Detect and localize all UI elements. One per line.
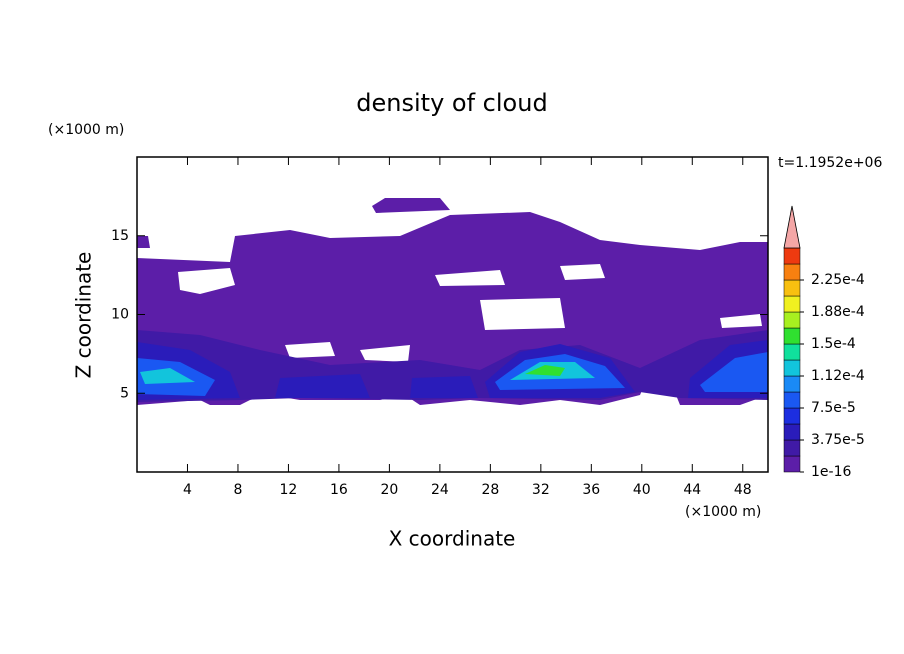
contour-region: [525, 365, 565, 376]
y-tick-label: 5: [120, 385, 129, 401]
colorbar-band: [783, 327, 801, 345]
contour-region: [372, 198, 450, 213]
x-tick-label: 20: [380, 482, 398, 498]
colorbar-band: [783, 439, 801, 457]
gap: [178, 264, 762, 362]
colorbar-band: [783, 311, 801, 329]
colorbar-band: [783, 407, 801, 425]
colorbar-band: [783, 279, 801, 297]
colorbar-band: [783, 391, 801, 409]
contour-region: [137, 352, 768, 396]
contour-region: [140, 362, 595, 384]
colorbar-label: 3.75e-5: [811, 432, 865, 448]
x-tick-label: 44: [683, 482, 701, 498]
x-tick-label: 36: [582, 482, 600, 498]
colorbar-label: 1.5e-4: [811, 336, 856, 352]
x-tick-label: 40: [633, 482, 651, 498]
colorbar-label: 2.25e-4: [811, 272, 865, 288]
colorbar-band: [783, 263, 801, 281]
colorbar-label: 1.12e-4: [811, 368, 865, 384]
colorbar-extend: [783, 205, 801, 249]
chart-title: density of cloud: [356, 89, 547, 117]
colorbar-band: [783, 423, 801, 441]
time-label: t=1.1952e+06: [778, 155, 882, 171]
y-axis-label: Z coordinate: [72, 252, 96, 379]
colorbar-band: [783, 343, 801, 361]
x-unit: (×1000 m): [685, 504, 761, 520]
x-tick-label: 12: [280, 482, 298, 498]
colorbar-band: [783, 375, 801, 393]
colorbar-band: [783, 295, 801, 313]
colorbar-band: [783, 359, 801, 377]
x-tick-label: 28: [481, 482, 499, 498]
y-unit: (×1000 m): [48, 122, 124, 138]
x-tick-label: 48: [734, 482, 752, 498]
x-tick-label: 16: [330, 482, 348, 498]
y-tick-label: 10: [111, 307, 129, 323]
colorbar-label: 7.5e-5: [811, 400, 856, 416]
contour-region: [137, 236, 150, 248]
colorbar-label: 1e-16: [811, 464, 851, 480]
x-tick-label: 8: [233, 482, 242, 498]
x-axis-label: X coordinate: [389, 527, 516, 551]
y-tick-label: 15: [111, 228, 129, 244]
contour-field: [137, 198, 768, 405]
colorbar-label: 1.88e-4: [811, 304, 865, 320]
x-tick-label: 4: [183, 482, 192, 498]
x-tick-label: 24: [431, 482, 449, 498]
colorbar-band: [783, 455, 801, 473]
x-tick-label: 32: [532, 482, 550, 498]
colorbar-band: [783, 247, 801, 265]
